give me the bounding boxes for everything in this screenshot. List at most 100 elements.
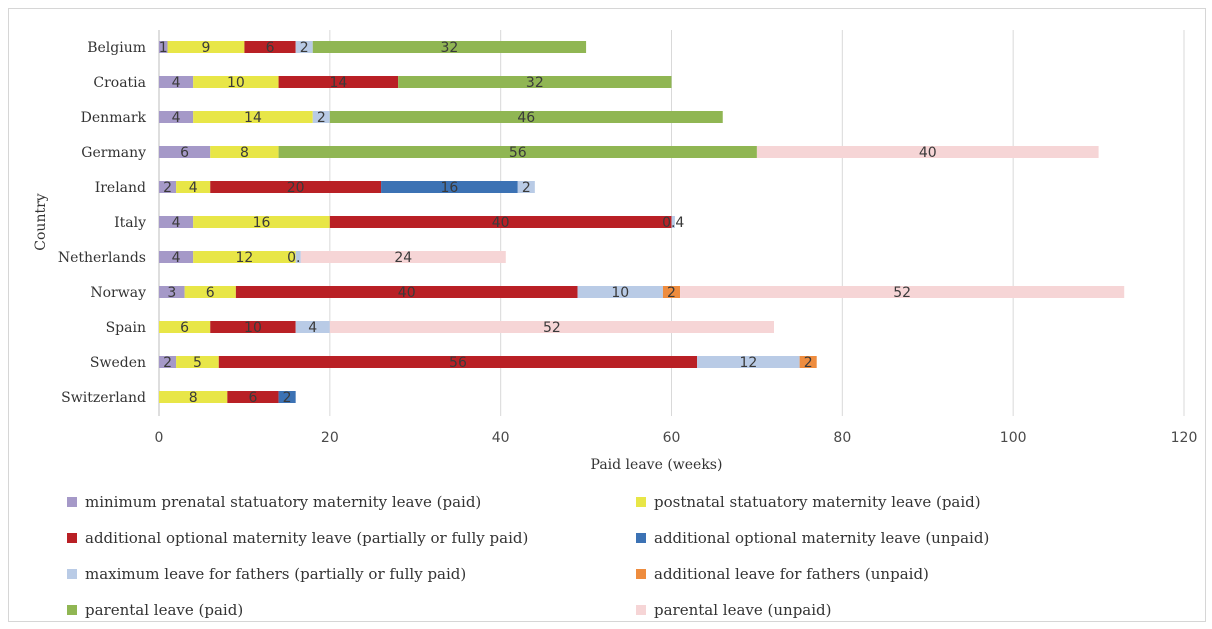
data-label: 4	[189, 180, 198, 196]
data-label: 4	[172, 75, 181, 91]
data-label: 10	[244, 320, 262, 336]
data-label: 16	[253, 215, 271, 231]
data-label: 12	[739, 355, 757, 371]
data-label: 6	[266, 40, 275, 56]
data-label: 46	[517, 110, 535, 126]
y-tick-label: Sweden	[90, 355, 146, 371]
data-label: 4	[172, 110, 181, 126]
bar-segment	[167, 41, 245, 53]
y-tick-label: Belgium	[87, 40, 146, 56]
bar-segment	[210, 321, 296, 333]
data-label: 4	[172, 215, 181, 231]
bar-segment	[300, 251, 506, 263]
x-tick-label: 0	[155, 430, 164, 446]
y-tick-label: Germany	[81, 145, 146, 161]
data-label: 6	[206, 285, 215, 301]
bar-segment	[398, 76, 672, 88]
bar-segment	[517, 181, 535, 193]
bar-segment	[159, 41, 168, 53]
data-label: 6	[180, 320, 189, 336]
y-tick-label: Croatia	[93, 75, 146, 91]
data-label: 10	[227, 75, 245, 91]
bar-segment	[159, 76, 194, 88]
bar-segment	[210, 181, 382, 193]
bar-segment	[329, 321, 774, 333]
bar-segment	[193, 251, 296, 263]
data-label: 4	[308, 320, 317, 336]
data-label: 52	[543, 320, 561, 336]
bar-segment	[176, 181, 211, 193]
bar-segment	[176, 356, 219, 368]
y-axis-title: Country	[33, 193, 49, 250]
data-label: 14	[329, 75, 347, 91]
y-tick-label: Spain	[106, 320, 146, 336]
bar-segment	[159, 216, 194, 228]
data-label: 12	[236, 250, 254, 266]
bar-segment	[697, 356, 800, 368]
x-tick-label: 40	[492, 430, 510, 446]
data-label: 2	[522, 180, 531, 196]
data-label: 32	[526, 75, 544, 91]
bar-segment	[159, 251, 194, 263]
bar-segment	[671, 216, 675, 228]
data-label: 2	[804, 355, 813, 371]
x-tick-label: 20	[321, 430, 339, 446]
bar-segment	[312, 111, 330, 123]
data-label: 24	[394, 250, 412, 266]
bar-segment	[278, 76, 399, 88]
bar-segment	[329, 111, 723, 123]
bar-segment	[193, 111, 313, 123]
bar-segment	[159, 321, 211, 333]
y-tick-label: Netherlands	[58, 250, 146, 266]
bar-segment	[159, 391, 228, 403]
y-tick-label: Switzerland	[61, 390, 146, 406]
bar-segment	[756, 146, 1099, 158]
bar-segment	[159, 111, 194, 123]
bar-segment	[159, 146, 211, 158]
data-label: 40	[492, 215, 510, 231]
bar-segment	[184, 286, 236, 298]
bar-segment	[278, 391, 296, 403]
bar-segment	[159, 181, 177, 193]
data-label: 40	[919, 145, 937, 161]
data-label: 0.4	[662, 215, 684, 231]
data-label: 56	[449, 355, 467, 371]
bar-segment	[577, 286, 663, 298]
bar-segment	[227, 391, 279, 403]
bar-segment	[218, 356, 698, 368]
bar-segment	[662, 286, 681, 298]
bar-segment	[295, 251, 301, 263]
data-label: 16	[441, 180, 459, 196]
bar-segment	[295, 321, 330, 333]
data-label: 2	[300, 40, 309, 56]
bar-segment	[193, 76, 279, 88]
data-label: 6	[180, 145, 189, 161]
x-tick-label: 120	[1171, 430, 1198, 446]
data-label: 2	[667, 285, 676, 301]
data-label: 2	[317, 110, 326, 126]
bar-segment	[244, 41, 296, 53]
data-label: 9	[202, 40, 211, 56]
bar-segment	[799, 356, 817, 368]
data-label: 56	[509, 145, 527, 161]
y-tick-label: Denmark	[81, 110, 147, 126]
data-label: 20	[287, 180, 305, 196]
bar-segment	[312, 41, 587, 53]
data-label: 2	[163, 355, 172, 371]
bar-segment	[680, 286, 1125, 298]
y-tick-label: Norway	[90, 285, 146, 301]
bar-segment	[193, 216, 330, 228]
data-label: 40	[398, 285, 416, 301]
data-label: 14	[244, 110, 262, 126]
y-tick-label: Italy	[114, 215, 146, 231]
data-label: 1	[159, 40, 168, 56]
x-tick-label: 80	[833, 430, 851, 446]
x-tick-label: 60	[663, 430, 681, 446]
bar-segment	[295, 41, 313, 53]
data-label: 8	[240, 145, 249, 161]
data-label: 4	[172, 250, 181, 266]
chart-frame	[8, 8, 1206, 622]
x-axis-title: Paid leave (weeks)	[591, 457, 723, 473]
data-label: 32	[441, 40, 459, 56]
